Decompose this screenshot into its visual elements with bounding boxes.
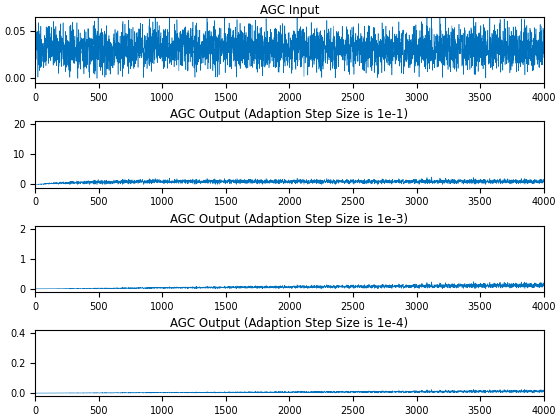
Title: AGC Output (Adaption Step Size is 1e-4): AGC Output (Adaption Step Size is 1e-4) — [170, 317, 409, 330]
Title: AGC Output (Adaption Step Size is 1e-3): AGC Output (Adaption Step Size is 1e-3) — [170, 213, 408, 226]
Title: AGC Output (Adaption Step Size is 1e-1): AGC Output (Adaption Step Size is 1e-1) — [170, 108, 409, 121]
Title: AGC Input: AGC Input — [260, 4, 319, 17]
